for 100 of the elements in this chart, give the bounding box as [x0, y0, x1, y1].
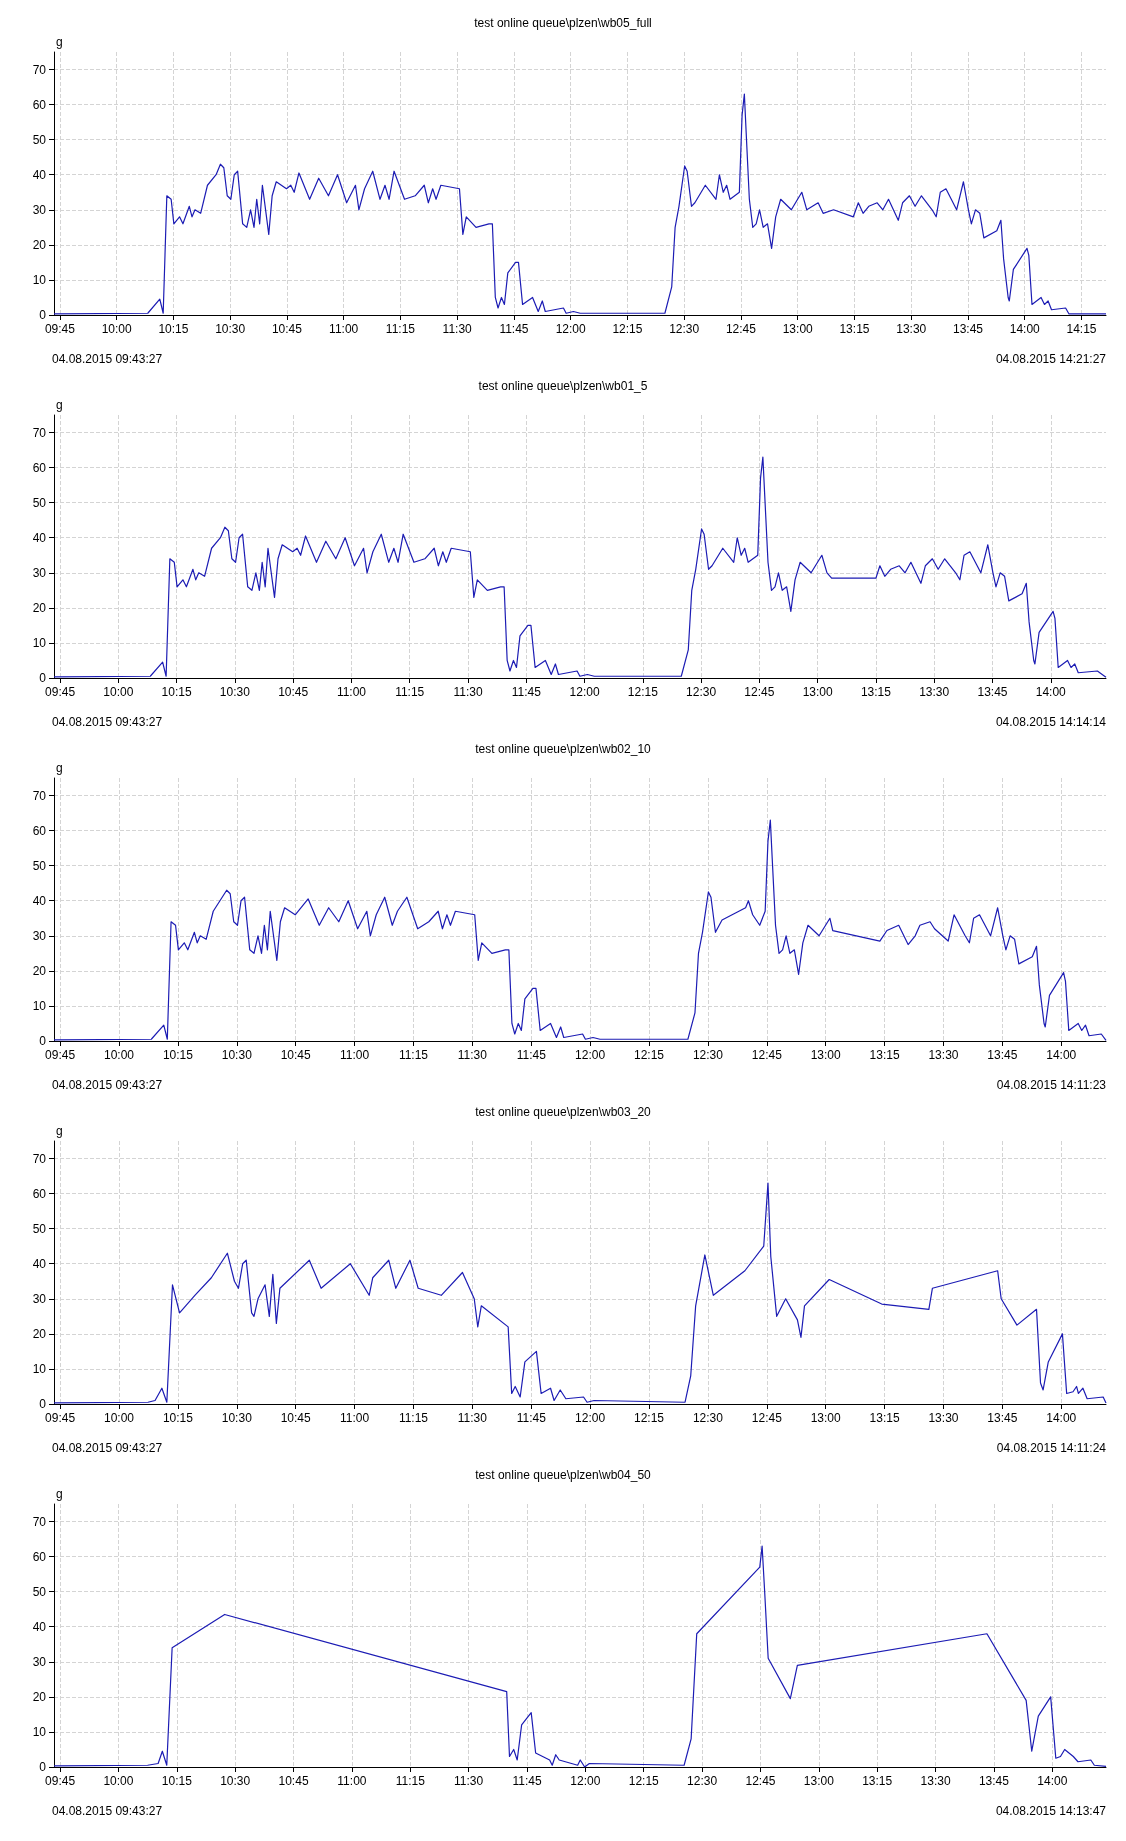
- x-tick-label: 11:15: [395, 685, 425, 699]
- x-tick-label: 11:15: [398, 1411, 429, 1425]
- y-axis-title: g: [56, 398, 63, 412]
- x-tick-label: 10:00: [103, 685, 134, 699]
- x-tick-label: 10:00: [104, 1048, 135, 1062]
- y-tick-label: 20: [32, 963, 47, 978]
- x-tick-label: 10:45: [271, 322, 303, 336]
- x-tick-label: 11:30: [454, 1774, 484, 1788]
- chart-title: test online queue\plzen\wb03_20: [475, 1105, 652, 1119]
- y-tick-label: 20: [32, 1689, 47, 1704]
- x-tick-label: 13:00: [782, 322, 814, 336]
- x-tick-label: 11:00: [340, 1048, 370, 1062]
- x-tick-label: 12:00: [555, 322, 587, 336]
- x-tick-label: 12:30: [692, 1411, 724, 1425]
- text: 04.08.2015 14:21:27: [995, 352, 1107, 366]
- x-tick-label: 13:15: [839, 322, 870, 336]
- y-tick-label: 50: [32, 132, 47, 147]
- x-tick-label: 11:45: [511, 685, 542, 699]
- x-tick-label: 11:30: [457, 1048, 488, 1062]
- x-tick-label: 10:45: [280, 1411, 312, 1425]
- x-tick-label: 13:15: [862, 1774, 893, 1788]
- y-tick-label: 10: [32, 1724, 47, 1739]
- x-tick-label: 11:30: [442, 322, 473, 336]
- text: 04.08.2015 09:43:27: [52, 352, 163, 366]
- y-tick-label: 10: [32, 998, 47, 1013]
- y-axis-title: g: [56, 35, 63, 49]
- x-tick-label: 11:00: [340, 1411, 370, 1425]
- y-tick-label: 50: [32, 1221, 47, 1236]
- chart-title: test online queue\plzen\wb04_50: [475, 1468, 652, 1482]
- text: 04.08.2015 09:43:27: [52, 1078, 163, 1092]
- x-tick-label: 14:00: [1046, 1411, 1077, 1425]
- y-tick-label: 10: [32, 635, 47, 650]
- x-tick-label: 12:30: [669, 322, 700, 336]
- y-tick-label: 30: [32, 1291, 47, 1306]
- y-tick-label: 30: [32, 565, 47, 580]
- x-tick-label: 11:15: [398, 1048, 429, 1062]
- x-tick-label: 12:15: [627, 685, 659, 699]
- text: 04.08.2015 14:11:24: [996, 1441, 1107, 1455]
- x-tick-label: 14:00: [1037, 1774, 1068, 1788]
- chart-title: test online queue\plzen\wb02_10: [475, 742, 652, 756]
- x-tick-label: 12:30: [686, 685, 717, 699]
- x-tick-label: 13:45: [978, 1774, 1010, 1788]
- y-tick-label: 0: [39, 671, 47, 685]
- x-tick-label: 11:00: [329, 322, 359, 336]
- y-tick-label: 40: [32, 1619, 47, 1634]
- x-tick-label: 12:15: [634, 1411, 665, 1425]
- x-tick-label: 13:00: [810, 1048, 842, 1062]
- y-tick-label: 40: [32, 530, 47, 545]
- x-tick-label: 10:00: [104, 1411, 135, 1425]
- y-tick-label: 30: [32, 202, 47, 217]
- x-tick-label: 13:45: [987, 1048, 1018, 1062]
- x-tick-label: 14:00: [1009, 322, 1041, 336]
- x-tick-label: 13:30: [928, 1048, 959, 1062]
- text: 04.08.2015 14:13:47: [995, 1804, 1107, 1818]
- x-tick-label: 09:45: [45, 685, 76, 699]
- chart-title: test online queue\plzen\wb05_full: [474, 16, 652, 30]
- y-tick-label: 20: [32, 600, 47, 615]
- y-tick-label: 50: [32, 858, 47, 873]
- x-tick-label: 09:45: [45, 1048, 76, 1062]
- x-tick-label: 10:45: [280, 1048, 312, 1062]
- y-tick-label: 70: [32, 1514, 47, 1529]
- x-tick-label: 12:15: [628, 1774, 660, 1788]
- y-tick-label: 0: [39, 308, 47, 322]
- x-tick-label: 12:00: [575, 1048, 606, 1062]
- y-tick-label: 10: [32, 272, 47, 287]
- text: 04.08.2015 09:43:27: [52, 1804, 163, 1818]
- y-tick-label: 60: [32, 823, 47, 838]
- y-tick-label: 10: [32, 1361, 47, 1376]
- y-tick-label: 20: [32, 1326, 47, 1341]
- x-tick-label: 14:15: [1066, 322, 1097, 336]
- x-tick-label: 12:15: [612, 322, 643, 336]
- x-tick-label: 10:15: [161, 1774, 193, 1788]
- x-tick-label: 13:00: [802, 685, 833, 699]
- y-tick-label: 20: [32, 237, 47, 252]
- y-tick-label: 50: [32, 495, 47, 510]
- x-tick-label: 12:45: [745, 1774, 776, 1788]
- y-tick-label: 60: [32, 1186, 47, 1201]
- y-tick-label: 70: [32, 788, 47, 803]
- x-tick-label: 12:00: [569, 685, 600, 699]
- x-tick-label: 10:30: [220, 1774, 251, 1788]
- x-tick-label: 10:30: [215, 322, 246, 336]
- x-tick-label: 09:45: [45, 1411, 76, 1425]
- y-tick-label: 70: [32, 1151, 47, 1166]
- x-tick-label: 10:30: [221, 1048, 253, 1062]
- x-tick-label: 13:15: [869, 1411, 900, 1425]
- x-tick-label: 12:30: [687, 1774, 718, 1788]
- text: 04.08.2015 14:11:23: [996, 1078, 1107, 1092]
- y-tick-label: 0: [39, 1034, 47, 1048]
- x-tick-label: 13:30: [896, 322, 927, 336]
- y-tick-label: 30: [32, 928, 47, 943]
- x-tick-label: 12:45: [725, 322, 757, 336]
- x-tick-label: 14:00: [1035, 685, 1067, 699]
- y-tick-label: 60: [32, 460, 47, 475]
- x-tick-label: 13:45: [987, 1411, 1018, 1425]
- y-tick-label: 60: [32, 1549, 47, 1564]
- y-tick-label: 40: [32, 1256, 47, 1271]
- x-tick-label: 11:00: [336, 685, 367, 699]
- text: 04.08.2015 09:43:27: [52, 1441, 163, 1455]
- y-axis-title: g: [56, 1487, 63, 1501]
- x-tick-label: 13:00: [810, 1411, 842, 1425]
